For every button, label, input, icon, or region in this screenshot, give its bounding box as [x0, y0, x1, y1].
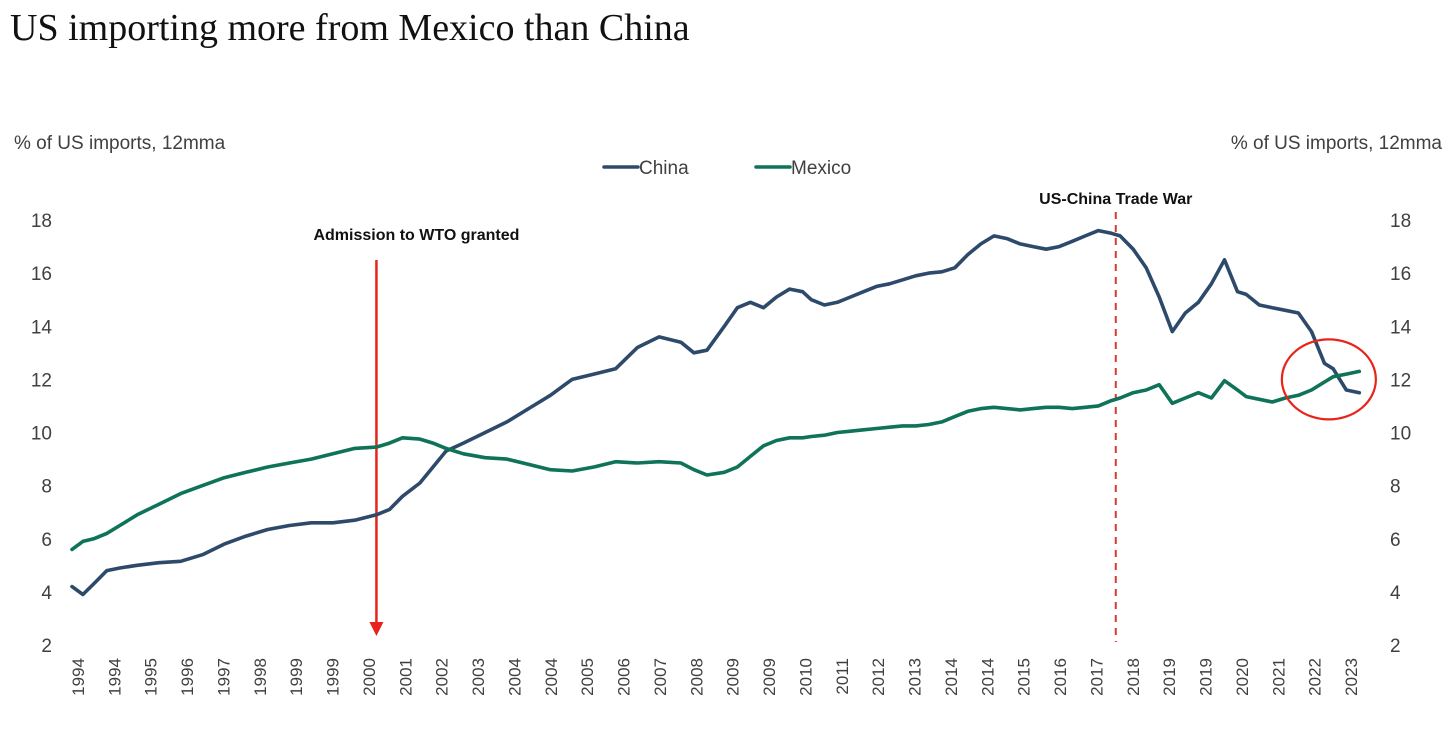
x-tick-label: 2000	[360, 658, 379, 696]
y-tick-label-left: 8	[41, 477, 52, 498]
trade-war-annotation-label: US-China Trade War	[1039, 191, 1192, 208]
y-tick-label-left: 14	[31, 317, 53, 338]
y-tick-label-right: 4	[1390, 583, 1401, 604]
x-tick-label: 2020	[1233, 658, 1252, 696]
x-tick-label: 2014	[942, 658, 961, 696]
y-tick-label-left: 6	[41, 530, 52, 551]
x-tick-label: 2015	[1015, 658, 1034, 696]
x-tick-label: 2002	[433, 658, 452, 696]
x-tick-label: 2009	[760, 658, 779, 696]
y-tick-label-right: 16	[1390, 264, 1411, 285]
legend-label-mexico: Mexico	[791, 158, 851, 179]
y-tick-label-right: 2	[1390, 636, 1401, 657]
wto-annotation-label: Admission to WTO granted	[313, 227, 519, 244]
x-tick-label: 2017	[1087, 658, 1106, 696]
x-tick-label: 2005	[578, 658, 597, 696]
x-tick-label: 1996	[178, 658, 197, 696]
x-tick-label: 2008	[687, 658, 706, 696]
x-tick-label: 2023	[1342, 658, 1361, 696]
y-axis-left-title: % of US imports, 12mma	[14, 133, 226, 154]
x-tick-label: 2014	[978, 658, 997, 696]
x-tick-label: 1999	[324, 658, 343, 696]
y-tick-label-right: 12	[1390, 370, 1411, 391]
crossover-highlight-circle	[1280, 338, 1377, 421]
x-tick-label: 2007	[651, 658, 670, 696]
y-tick-label-left: 16	[31, 264, 52, 285]
y-tick-label-right: 8	[1390, 477, 1401, 498]
x-tick-label: 2012	[869, 658, 888, 696]
y-tick-label-left: 10	[31, 424, 52, 445]
series-line-china	[70, 228, 1362, 597]
x-tick-label: 1995	[142, 658, 161, 696]
y-tick-label-left: 2	[41, 636, 52, 657]
x-tick-label: 2003	[469, 658, 488, 696]
x-tick-label: 1994	[105, 658, 124, 696]
x-tick-label: 2016	[1051, 658, 1070, 696]
y-tick-label-left: 4	[41, 583, 52, 604]
y-axis-right-title: % of US imports, 12mma	[1230, 133, 1442, 154]
x-tick-label: 2004	[505, 658, 524, 696]
x-tick-label: 2019	[1160, 658, 1179, 696]
x-tick-label: 2011	[833, 658, 852, 695]
y-tick-label-left: 18	[31, 211, 52, 232]
x-tick-label: 2022	[1306, 658, 1325, 696]
x-tick-label: 2001	[396, 658, 415, 696]
series-line-mexico	[70, 369, 1362, 552]
x-tick-label: 2006	[615, 658, 634, 696]
x-tick-label: 2004	[542, 658, 561, 696]
x-tick-label: 2018	[1124, 658, 1143, 696]
legend-label-china: China	[639, 158, 689, 179]
x-tick-label: 2021	[1269, 658, 1288, 696]
x-tick-label: 2009	[724, 658, 743, 696]
x-tick-label: 1997	[214, 658, 233, 696]
y-tick-label-right: 14	[1390, 317, 1412, 338]
x-tick-label: 1998	[251, 658, 270, 696]
wto-arrow-head	[369, 622, 384, 636]
x-tick-label: 2019	[1197, 658, 1216, 696]
x-tick-label: 1999	[287, 658, 306, 696]
x-tick-label: 1994	[69, 658, 88, 696]
y-tick-label-right: 6	[1390, 530, 1401, 551]
y-tick-label-left: 12	[31, 370, 52, 391]
x-tick-label: 2013	[906, 658, 925, 696]
x-tick-label: 2010	[796, 658, 815, 696]
y-tick-label-right: 18	[1390, 211, 1411, 232]
y-tick-label-right: 10	[1390, 424, 1411, 445]
chart-title: US importing more from Mexico than China	[10, 7, 690, 49]
